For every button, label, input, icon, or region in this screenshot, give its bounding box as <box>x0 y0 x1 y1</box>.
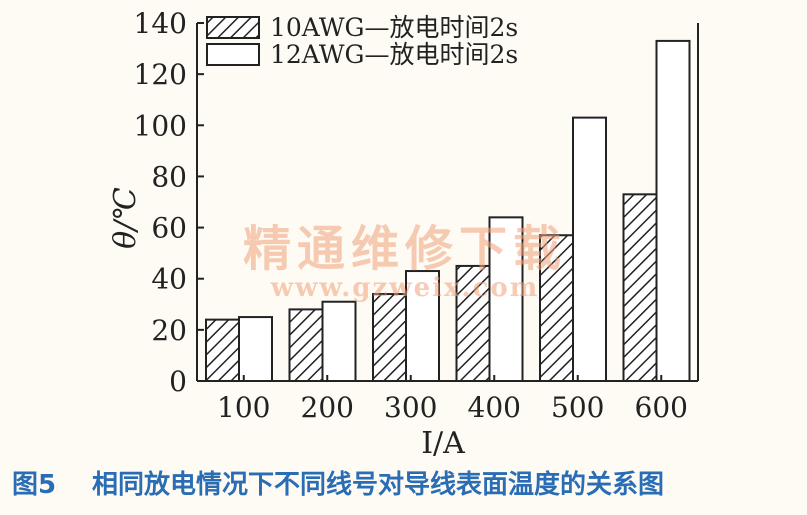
y-tick-label: 80 <box>151 160 187 193</box>
bar-10awg <box>622 193 658 382</box>
x-tick-label: 300 <box>384 391 437 424</box>
figure-caption-label: 图5 <box>12 470 56 500</box>
bar-12awg <box>655 39 691 383</box>
bar-10awg <box>372 293 407 382</box>
x-tick-label: 400 <box>468 391 521 424</box>
y-tick-label: 140 <box>134 7 187 40</box>
x-tick-label: 500 <box>551 391 604 424</box>
axes: 0 20 40 60 80 100 120 140 100 200 300 400 500 600 <box>134 7 699 424</box>
watermark-url: www.gzweix.com <box>270 273 540 303</box>
y-tick-label: 20 <box>151 314 187 347</box>
x-tick-label: 100 <box>217 391 270 424</box>
bar-12awg <box>321 300 357 383</box>
bar-12awg-legend-swatch <box>206 43 260 66</box>
x-tick-label: 600 <box>635 391 688 424</box>
bars <box>205 39 691 383</box>
legend-label: 12AWG—放电时间2s <box>270 40 518 69</box>
y-tick-label: 120 <box>134 58 187 91</box>
y-tick-label: 60 <box>151 212 187 245</box>
y-tick-label: 100 <box>134 109 187 142</box>
y-axis-title: θ/℃ <box>108 187 143 249</box>
bar-10awg-legend-swatch <box>206 16 260 39</box>
figure-caption-text: 相同放电情况下不同线号对导线表面温度的关系图 <box>92 469 664 500</box>
bar-12awg <box>238 316 273 383</box>
bar-10awg <box>288 308 324 382</box>
bar-12awg <box>572 116 607 382</box>
y-tick-label: 40 <box>151 263 187 296</box>
x-tick-label: 200 <box>301 391 354 424</box>
legend-label: 10AWG—放电时间2s <box>270 13 518 42</box>
x-axis-title: I/A <box>421 426 465 461</box>
y-tick-label: 0 <box>169 365 187 398</box>
bar-10awg <box>205 318 240 382</box>
watermark-text: 精通维修下载 <box>243 221 567 277</box>
